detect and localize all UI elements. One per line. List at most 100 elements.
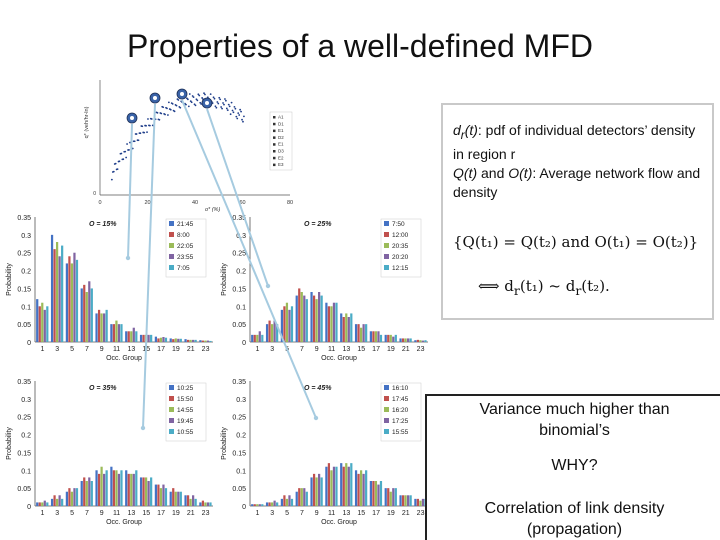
mfd-point bbox=[201, 97, 204, 99]
bar bbox=[365, 470, 368, 506]
bar bbox=[135, 331, 138, 342]
bar bbox=[404, 338, 407, 342]
mfd-point bbox=[126, 143, 128, 145]
bar bbox=[83, 284, 86, 342]
bar bbox=[270, 502, 274, 506]
bar bbox=[401, 338, 405, 342]
mfd-point bbox=[200, 103, 203, 105]
connector-arrows bbox=[125, 99, 319, 431]
note-line1: Variance much higher than bbox=[479, 401, 670, 418]
bar bbox=[387, 334, 390, 342]
legend-swatch bbox=[384, 385, 389, 390]
bar bbox=[409, 338, 412, 342]
bar bbox=[192, 339, 195, 342]
var-d: d bbox=[453, 122, 461, 138]
legend-swatch bbox=[384, 232, 389, 237]
bar bbox=[374, 481, 378, 506]
mfd-point bbox=[125, 156, 128, 159]
bar bbox=[103, 313, 106, 342]
legend-swatch bbox=[169, 407, 174, 412]
bar bbox=[372, 481, 375, 506]
bar bbox=[103, 473, 106, 506]
mfd-legend-label: E2 bbox=[278, 155, 284, 160]
mfd-point bbox=[176, 98, 179, 101]
mfd-point bbox=[227, 103, 230, 106]
bar bbox=[142, 477, 145, 506]
x-tick-label: 13 bbox=[343, 346, 351, 353]
legend-label: 15:55 bbox=[392, 429, 409, 436]
mfd-legend-label: A1 bbox=[278, 115, 284, 120]
bar bbox=[310, 477, 313, 506]
bar bbox=[164, 488, 168, 506]
bar bbox=[186, 339, 190, 342]
y-tick-label: 0.05 bbox=[232, 486, 246, 493]
mfd-point bbox=[119, 152, 122, 155]
legend-label: 23:55 bbox=[177, 254, 194, 261]
y-tick-label: 0 bbox=[242, 340, 246, 347]
mfd-point bbox=[132, 140, 135, 143]
mfd-point bbox=[187, 105, 190, 108]
mfd-x-tick: 20 bbox=[144, 200, 150, 206]
mfd-point bbox=[235, 115, 238, 118]
bar bbox=[359, 470, 363, 506]
bar bbox=[174, 338, 177, 342]
y-tick-label: 0.35 bbox=[232, 379, 246, 386]
bar bbox=[268, 320, 271, 342]
bar bbox=[315, 477, 318, 506]
panel-annotation: O = 45% bbox=[304, 385, 332, 392]
bar bbox=[265, 324, 269, 342]
bar bbox=[330, 306, 333, 342]
mfd-point bbox=[229, 113, 232, 116]
slide-title: Properties of a well-defined MFD bbox=[127, 28, 593, 64]
bar bbox=[147, 334, 150, 342]
legend-label: 19:45 bbox=[177, 418, 194, 425]
mfd-legend-box bbox=[269, 111, 293, 171]
y-tick-label: 0.25 bbox=[232, 415, 246, 422]
mfd-point bbox=[213, 97, 216, 100]
bar bbox=[95, 313, 98, 342]
bar bbox=[345, 463, 348, 506]
bar bbox=[384, 334, 387, 342]
bar bbox=[135, 470, 138, 506]
bar bbox=[186, 495, 190, 506]
x-tick-label: 11 bbox=[113, 510, 120, 517]
bar bbox=[270, 324, 274, 342]
panel-annotation: O = 15% bbox=[89, 221, 117, 228]
eq2-sub1: r bbox=[513, 283, 520, 298]
bar bbox=[179, 491, 182, 506]
mfd-legend-swatch bbox=[273, 163, 276, 167]
bar bbox=[315, 299, 318, 342]
mfd-point bbox=[224, 99, 227, 102]
bar bbox=[97, 473, 101, 506]
bar bbox=[112, 324, 116, 342]
mfd-point bbox=[225, 107, 228, 110]
x-tick-label: 3 bbox=[270, 510, 274, 517]
mfd-point bbox=[231, 109, 234, 112]
mfd-legend-label: D1 bbox=[278, 121, 284, 126]
legend-swatch bbox=[384, 396, 389, 401]
bar bbox=[120, 470, 123, 506]
x-axis-label: Occ. Group bbox=[106, 519, 142, 526]
bar bbox=[55, 498, 59, 506]
bar bbox=[88, 281, 91, 342]
connector-line bbox=[206, 108, 269, 287]
mfd-point bbox=[144, 124, 147, 127]
bar bbox=[350, 313, 353, 342]
bar bbox=[206, 340, 210, 342]
bar bbox=[43, 500, 46, 506]
bar bbox=[416, 498, 420, 506]
mfd-point bbox=[129, 141, 131, 144]
mfd-point bbox=[204, 93, 206, 96]
bar bbox=[189, 339, 192, 342]
bar bbox=[320, 295, 323, 342]
x-axis-label: Occ. Group bbox=[321, 355, 357, 362]
mfd-point bbox=[163, 112, 166, 115]
bar bbox=[38, 306, 41, 342]
bar bbox=[268, 502, 271, 506]
mfd-point bbox=[218, 96, 221, 99]
y-axis-label: Probability bbox=[221, 263, 228, 296]
mfd-point bbox=[155, 111, 158, 114]
y-tick-label: 0.35 bbox=[17, 215, 31, 222]
legend-swatch bbox=[169, 396, 174, 401]
bar bbox=[50, 234, 54, 342]
